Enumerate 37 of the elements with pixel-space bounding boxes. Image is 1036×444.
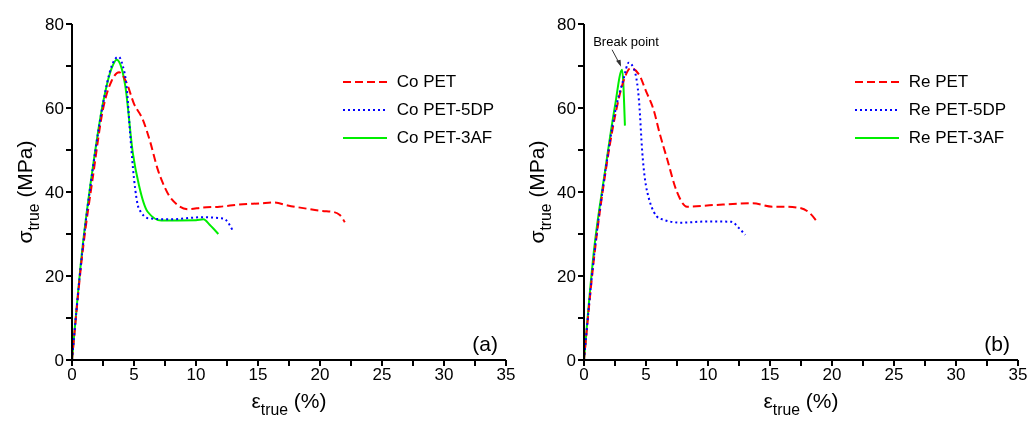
legend-label: Co PET-5DP bbox=[396, 100, 494, 120]
x-tick-label: 0 bbox=[67, 365, 77, 385]
y-tick-label: 40 bbox=[557, 183, 576, 203]
y-tick-label: 60 bbox=[45, 99, 64, 119]
annotation: (a) bbox=[472, 332, 498, 356]
y-tick-label: 20 bbox=[557, 267, 576, 287]
x-axis-title: ε$_{true}$ (%) bbox=[763, 389, 839, 418]
x-tick-label: 10 bbox=[186, 365, 206, 385]
legend-label: Re PET-3AF bbox=[908, 128, 1005, 148]
annotation: (b) bbox=[984, 332, 1010, 356]
y-tick-label: 80 bbox=[557, 15, 576, 35]
legend-label: Co PET bbox=[396, 72, 457, 92]
y-tick-label: 20 bbox=[45, 267, 64, 287]
x-tick-label: 30 bbox=[434, 365, 454, 385]
x-tick-label: 25 bbox=[884, 365, 904, 385]
x-axis-title: ε$_{true}$ (%) bbox=[251, 389, 327, 418]
y-tick-label: 60 bbox=[557, 99, 576, 119]
x-tick-label: 30 bbox=[946, 365, 966, 385]
x-tick-label: 35 bbox=[496, 365, 516, 385]
x-tick-label: 10 bbox=[698, 365, 718, 385]
y-tick-label: 0 bbox=[54, 351, 64, 371]
annotation: Break point bbox=[593, 33, 660, 49]
legend-label: Co PET-3AF bbox=[396, 128, 493, 148]
x-tick-label: 0 bbox=[579, 365, 589, 385]
x-tick-label: 25 bbox=[372, 365, 392, 385]
y-tick-label: 80 bbox=[45, 15, 64, 35]
x-tick-label: 35 bbox=[1008, 365, 1028, 385]
legend-label: Re PET-5DP bbox=[908, 100, 1006, 120]
x-tick-label: 15 bbox=[760, 365, 780, 385]
legend-label: Re PET bbox=[908, 72, 969, 92]
x-tick-label: 15 bbox=[248, 365, 268, 385]
y-tick-label: 0 bbox=[566, 351, 576, 371]
x-tick-label: 20 bbox=[822, 365, 842, 385]
y-tick-label: 40 bbox=[45, 183, 64, 203]
x-tick-label: 20 bbox=[310, 365, 330, 385]
x-tick-label: 5 bbox=[129, 365, 139, 385]
x-tick-label: 5 bbox=[641, 365, 651, 385]
